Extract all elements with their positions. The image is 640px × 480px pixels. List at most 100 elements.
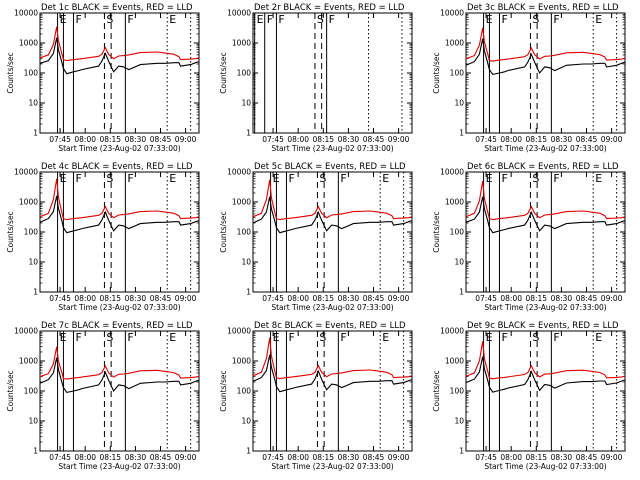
y-tick-label: 1000 bbox=[19, 357, 38, 366]
interval-marker-label: S bbox=[106, 172, 113, 185]
x-tick-label: 08:15 bbox=[99, 294, 121, 303]
events-series-line bbox=[465, 356, 626, 393]
y-tick-label: 10 bbox=[454, 258, 464, 267]
y-tick-label: 100 bbox=[237, 387, 252, 396]
events-series-line bbox=[39, 195, 200, 234]
x-tick-label: 08:15 bbox=[99, 135, 121, 144]
y-axis-label: Counts/sec bbox=[6, 370, 15, 411]
lld-series-line bbox=[252, 179, 413, 221]
events-series-line bbox=[39, 357, 200, 394]
y-tick-label: 10 bbox=[28, 417, 38, 426]
x-tick-label: 09:00 bbox=[388, 294, 410, 303]
interval-marker-label: F bbox=[127, 172, 133, 185]
panel-title: Det 6c BLACK = Events, RED = LLD bbox=[467, 162, 619, 172]
x-tick-label: 08:30 bbox=[338, 294, 360, 303]
x-tick-label: 08:30 bbox=[125, 294, 147, 303]
y-tick-label: 10 bbox=[241, 258, 251, 267]
y-tick-label: 10000 bbox=[14, 9, 38, 18]
lld-series-line bbox=[39, 178, 200, 221]
x-tick-label: 09:00 bbox=[388, 135, 410, 144]
interval-marker-label: F bbox=[127, 331, 133, 344]
x-tick-label: 08:15 bbox=[99, 453, 121, 462]
x-tick-label: 07:45 bbox=[475, 453, 497, 462]
x-tick-label: 08:45 bbox=[150, 294, 172, 303]
y-tick-label: 1 bbox=[33, 129, 38, 138]
interval-marker-label: F bbox=[288, 172, 294, 185]
interval-marker-label: S bbox=[317, 13, 324, 26]
interval-marker-label: E bbox=[382, 172, 389, 185]
x-tick-label: 09:00 bbox=[601, 453, 623, 462]
lld-series-line bbox=[39, 26, 200, 62]
y-tick-label: 100 bbox=[450, 69, 465, 78]
x-tick-label: 08:30 bbox=[551, 294, 573, 303]
y-tick-label: 1 bbox=[459, 129, 464, 138]
interval-marker-label: F bbox=[553, 13, 559, 26]
y-tick-label: 10000 bbox=[227, 168, 251, 177]
interval-marker-label: F bbox=[75, 331, 81, 344]
interval-marker-label: F bbox=[340, 331, 346, 344]
interval-marker-label: F bbox=[75, 13, 81, 26]
interval-marker-label: F bbox=[553, 331, 559, 344]
y-tick-label: 10000 bbox=[440, 9, 464, 18]
panel-title: Det 8c BLACK = Events, RED = LLD bbox=[254, 321, 406, 331]
panel-title: Det 3c BLACK = Events, RED = LLD bbox=[467, 3, 619, 13]
y-tick-label: 1000 bbox=[232, 198, 251, 207]
interval-marker-label: S bbox=[106, 331, 113, 344]
y-tick-label: 1 bbox=[246, 447, 251, 456]
x-tick-label: 08:15 bbox=[525, 135, 547, 144]
x-tick-label: 08:45 bbox=[363, 135, 385, 144]
panel-title: Det 2r BLACK = Events, RED = LLD bbox=[254, 3, 405, 13]
interval-marker-label: E bbox=[595, 172, 602, 185]
interval-marker-label: S bbox=[106, 13, 113, 26]
x-axis-label: Start Time (23-Aug-02 07:33:00) bbox=[58, 303, 180, 312]
lld-series-line bbox=[465, 180, 626, 221]
panel-title: Det 4c BLACK = Events, RED = LLD bbox=[41, 162, 193, 172]
y-tick-label: 10000 bbox=[440, 168, 464, 177]
y-tick-label: 1000 bbox=[19, 198, 38, 207]
x-tick-label: 07:45 bbox=[475, 135, 497, 144]
events-series-line bbox=[39, 37, 200, 75]
detector-panel: Det 4c BLACK = Events, RED = LLD 1 10 100 10… bbox=[6, 162, 200, 312]
x-tick-label: 07:45 bbox=[49, 135, 71, 144]
y-tick-label: 1000 bbox=[445, 198, 464, 207]
detector-panel: Det 6c BLACK = Events, RED = LLD 1 10 100 10… bbox=[432, 162, 626, 312]
events-series-line bbox=[465, 196, 626, 234]
y-tick-label: 1000 bbox=[232, 357, 251, 366]
x-axis-label: Start Time (23-Aug-02 07:33:00) bbox=[58, 462, 180, 471]
x-tick-label: 08:00 bbox=[500, 135, 522, 144]
detector-panel: Det 1c BLACK = Events, RED = LLD 1 10 100 10… bbox=[6, 3, 200, 153]
y-tick-label: 1 bbox=[33, 288, 38, 297]
lld-series-line bbox=[465, 27, 626, 62]
y-tick-label: 1 bbox=[246, 288, 251, 297]
x-tick-label: 09:00 bbox=[601, 294, 623, 303]
interval-marker-label: S bbox=[319, 331, 326, 344]
interval-marker-label: F bbox=[501, 331, 507, 344]
panel-title: Det 9c BLACK = Events, RED = LLD bbox=[467, 321, 619, 331]
y-tick-label: 1000 bbox=[232, 39, 251, 48]
x-tick-label: 08:00 bbox=[287, 453, 309, 462]
interval-marker-label: E bbox=[382, 331, 389, 344]
x-tick-label: 09:00 bbox=[601, 135, 623, 144]
interval-marker-label: E bbox=[169, 172, 176, 185]
x-tick-label: 08:15 bbox=[312, 453, 334, 462]
x-axis-label: Start Time (23-Aug-02 07:33:00) bbox=[484, 462, 606, 471]
x-tick-label: 07:45 bbox=[262, 453, 284, 462]
interval-marker-label: F bbox=[501, 172, 507, 185]
y-tick-label: 1000 bbox=[19, 39, 38, 48]
interval-marker-label: S bbox=[532, 13, 539, 26]
interval-marker-label: F bbox=[75, 172, 81, 185]
x-tick-label: 08:00 bbox=[500, 294, 522, 303]
y-tick-label: 1 bbox=[246, 129, 251, 138]
y-tick-label: 10 bbox=[28, 258, 38, 267]
x-tick-label: 09:00 bbox=[175, 453, 197, 462]
x-tick-label: 07:45 bbox=[475, 294, 497, 303]
x-tick-label: 08:15 bbox=[525, 453, 547, 462]
detector-panel: Det 2r BLACK = Events, RED = LLD 1 10 100 10… bbox=[219, 3, 413, 153]
x-tick-label: 08:15 bbox=[312, 135, 334, 144]
x-tick-label: 08:30 bbox=[125, 453, 147, 462]
events-series-line bbox=[252, 196, 413, 234]
y-tick-label: 10 bbox=[241, 99, 251, 108]
y-tick-label: 1 bbox=[459, 288, 464, 297]
y-tick-label: 10000 bbox=[227, 327, 251, 336]
